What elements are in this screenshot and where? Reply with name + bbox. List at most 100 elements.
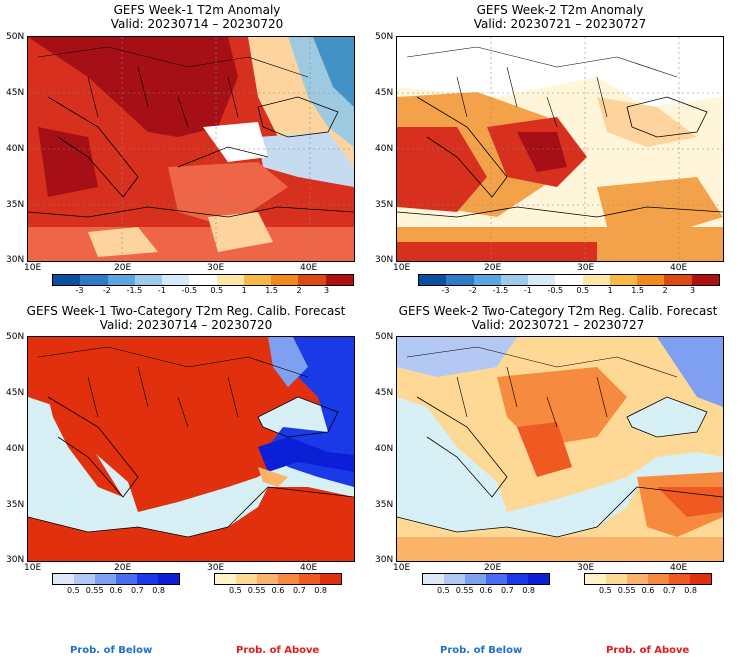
panel2-anomaly-swatch-9: [664, 275, 692, 285]
panel3-below-ticks: 0.5 0.55 0.6 0.7 0.8: [52, 586, 180, 596]
panel2-lon-30: 30E: [577, 263, 595, 273]
panel1-colorbar-ticks: -3 -2 -1.5 -1 -0.5 0.5 1 1.5 2 3: [52, 286, 354, 296]
panel2-map-graphic: [397, 37, 723, 261]
panel3-lat-35: 35N: [6, 500, 25, 510]
panel1-anomaly-tick-4: -0.5: [181, 286, 198, 295]
panel3-lon-40: 40E: [300, 563, 318, 573]
panel2-anomaly-swatch-10: [691, 275, 719, 285]
panel1-valid-text: Valid: 20230714 – 20230720: [110, 17, 284, 31]
panel4-above-tick-0: 0.5: [598, 586, 612, 595]
panel2-lon-40: 40E: [670, 263, 688, 273]
panel4-above-swatch-1: [606, 574, 627, 584]
panel4-above-swatch-2: [627, 574, 648, 584]
panel1-title: GEFS Week-1 T2m Anomaly Valid: 20230714 …: [40, 3, 354, 31]
panel3-above-tick-0: 0.5: [228, 586, 242, 595]
panel1-lon-10: 10E: [24, 263, 42, 273]
panel4-above-colorbar: [584, 573, 712, 585]
panel4-below-tick-4: 0.8: [522, 586, 536, 595]
panel1-lat-35: 35N: [6, 200, 25, 210]
panel3-above-swatch-4: [299, 574, 320, 584]
panel3-above-tick-2: 0.6: [271, 586, 285, 595]
panel4-lon-30: 30E: [577, 563, 595, 573]
panel3-below-tick-4: 0.8: [152, 586, 166, 595]
panel2-title: GEFS Week-2 T2m Anomaly Valid: 20230721 …: [400, 3, 720, 31]
panel1-lat-30: 30N: [6, 255, 25, 265]
panel1-anomaly-swatch-1: [80, 275, 108, 285]
panel3-below-swatch-3: [116, 574, 137, 584]
panel2-lat-30: 30N: [375, 255, 394, 265]
panel1-anomaly-tick-1: -2: [102, 286, 111, 295]
panel1-anomaly-tick-2: -1.5: [126, 286, 143, 295]
panel3-above-swatch-2: [257, 574, 278, 584]
panel1-anomaly-swatch-2: [107, 275, 135, 285]
panel1-anomaly-tick-7: 1.5: [265, 286, 278, 295]
panel4-below-swatch-4: [507, 574, 528, 584]
panel4-below-tick-3: 0.7: [500, 586, 514, 595]
panel3-lat-45: 45N: [6, 388, 25, 398]
panel1-anomaly-colorbar: [52, 274, 354, 286]
panel4-below-tick-2: 0.6: [479, 586, 493, 595]
panel3-lon-30: 30E: [207, 563, 225, 573]
panel2-anomaly-swatch-4: [528, 275, 556, 285]
panel2-anomaly-tick-4: -0.5: [547, 286, 564, 295]
panel4-title-text: GEFS Week-2 Two-Category T2m Reg. Calib.…: [398, 304, 718, 318]
panel4-map: [396, 336, 724, 562]
panel3-below-swatch-2: [95, 574, 116, 584]
panel3-below-tick-1: 0.55: [85, 586, 104, 595]
panel2-anomaly-tick-1: -2: [468, 286, 477, 295]
panel4-below-tick-0: 0.5: [436, 586, 450, 595]
panel2-anomaly-tick-2: -1.5: [492, 286, 509, 295]
panel2-anomaly-swatch-0: [419, 275, 447, 285]
panel3-above-swatch-5: [320, 574, 341, 584]
panel2-anomaly-swatch-1: [446, 275, 474, 285]
panel1-anomaly-swatch-7: [243, 275, 272, 285]
panel1-anomaly-swatch-10: [325, 275, 353, 285]
panel1-lat-50: 50N: [6, 32, 25, 42]
panel3-lon-10: 10E: [24, 563, 42, 573]
panel1-anomaly-tick-0: -3: [75, 286, 84, 295]
right-prob-below-label: Prob. of Below: [440, 645, 523, 656]
panel1-lon-40: 40E: [300, 263, 318, 273]
panel2-anomaly-tick-9: 3: [689, 286, 696, 295]
left-prob-above-label: Prob. of Above: [236, 645, 320, 656]
panel1-lat-40: 40N: [6, 144, 25, 154]
panel2-anomaly-colorbar: [418, 274, 720, 286]
panel2-lon-20: 20E: [484, 263, 502, 273]
panel4-below-swatch-0: [423, 574, 444, 584]
panel3-below-swatch-5: [158, 574, 179, 584]
panel1-anomaly-swatch-3: [134, 275, 163, 285]
panel3-title: GEFS Week-1 Two-Category T2m Reg. Calib.…: [4, 304, 368, 332]
panel3-map: [27, 336, 355, 562]
panel4-below-ticks: 0.5 0.55 0.6 0.7 0.8: [422, 586, 550, 596]
panel4-lat-45: 45N: [375, 388, 394, 398]
panel1-anomaly-tick-8: 2: [296, 286, 302, 295]
panel3-map-graphic: [28, 337, 354, 561]
panel1-anomaly-swatch-6: [216, 275, 244, 285]
panel4-map-graphic: [397, 337, 723, 561]
panel4-lat-30: 30N: [375, 555, 394, 565]
panel3-lat-30: 30N: [6, 555, 25, 565]
panel4-below-swatch-5: [528, 574, 549, 584]
panel4-lat-35: 35N: [375, 500, 394, 510]
panel2-lat-45: 45N: [375, 88, 394, 98]
panel3-lon-20: 20E: [114, 563, 132, 573]
panel1-lon-30: 30E: [207, 263, 225, 273]
panel2-anomaly-tick-8: 2: [662, 286, 668, 295]
left-prob-below-label: Prob. of Below: [70, 645, 153, 656]
right-prob-above-label: Prob. of Above: [606, 645, 690, 656]
panel1-anomaly-swatch-4: [162, 275, 190, 285]
panel1-anomaly-swatch-9: [298, 275, 326, 285]
panel1-lon-20: 20E: [114, 263, 132, 273]
panel2-lon-10: 10E: [393, 263, 411, 273]
panel2-lat-50: 50N: [375, 32, 394, 42]
panel3-above-swatch-3: [278, 574, 299, 584]
panel1-anomaly-tick-3: -1: [157, 286, 166, 295]
panel2-title-text: GEFS Week-2 T2m Anomaly: [476, 3, 644, 17]
panel4-above-tick-1: 0.55: [617, 586, 636, 595]
panel4-lon-40: 40E: [670, 563, 688, 573]
panel1-title-text: GEFS Week-1 T2m Anomaly: [113, 3, 281, 17]
panel1-lat-45: 45N: [6, 88, 25, 98]
panel3-below-tick-3: 0.7: [130, 586, 144, 595]
panel3-valid-text: Valid: 20230714 – 20230720: [99, 318, 273, 332]
panel4-lon-10: 10E: [393, 563, 411, 573]
